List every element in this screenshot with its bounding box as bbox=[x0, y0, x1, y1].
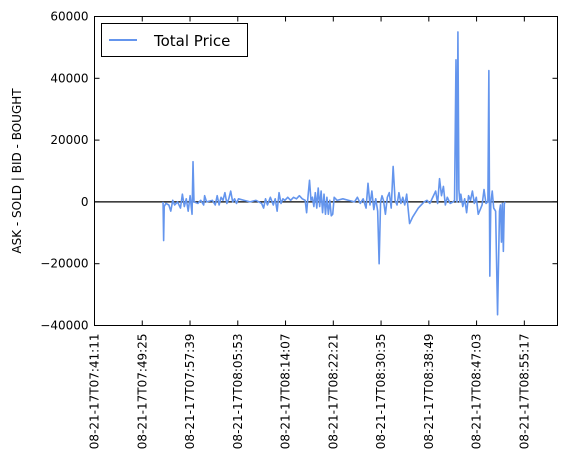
x-tick-label: 08-21-17T08:14:07 bbox=[279, 334, 293, 450]
y-tick-label: 20000 bbox=[50, 133, 88, 147]
x-tick-label: 08-21-17T08:38:49 bbox=[422, 334, 436, 450]
legend-label-total-price: Total Price bbox=[153, 32, 230, 50]
x-tick-label: 08-21-17T08:30:35 bbox=[374, 334, 388, 450]
x-tick-label: 08-21-17T07:57:39 bbox=[183, 334, 197, 450]
legend: Total Price bbox=[101, 23, 248, 57]
x-tick-label: 08-21-17T08:55:17 bbox=[517, 334, 531, 450]
x-tick-label: 08-21-17T08:05:53 bbox=[231, 334, 245, 450]
y-tick-label: −40000 bbox=[40, 319, 88, 333]
y-tick-label: 40000 bbox=[50, 71, 88, 85]
y-axis-label: ASK - SOLD | BID - BOUGHT bbox=[10, 88, 24, 254]
series-layer bbox=[162, 31, 506, 316]
x-tick-label: 08-21-17T07:41:11 bbox=[88, 334, 102, 450]
x-tick-label: 08-21-17T07:49:25 bbox=[135, 334, 149, 450]
y-tick-label: 0 bbox=[81, 195, 89, 209]
y-axis-ticks: −40000 −20000 0 20000 40000 60000 bbox=[40, 10, 558, 333]
x-tick-label: 08-21-17T08:22:21 bbox=[326, 334, 340, 450]
x-tick-label: 08-21-17T08:47:03 bbox=[470, 334, 484, 450]
y-tick-label: −20000 bbox=[40, 257, 88, 271]
x-axis-ticks: 08-21-17T07:41:11 08-21-17T07:49:25 08-21-… bbox=[88, 16, 531, 450]
series-line-total-price bbox=[162, 31, 506, 316]
plot-area-frame bbox=[94, 16, 558, 326]
y-tick-label: 60000 bbox=[50, 10, 88, 24]
